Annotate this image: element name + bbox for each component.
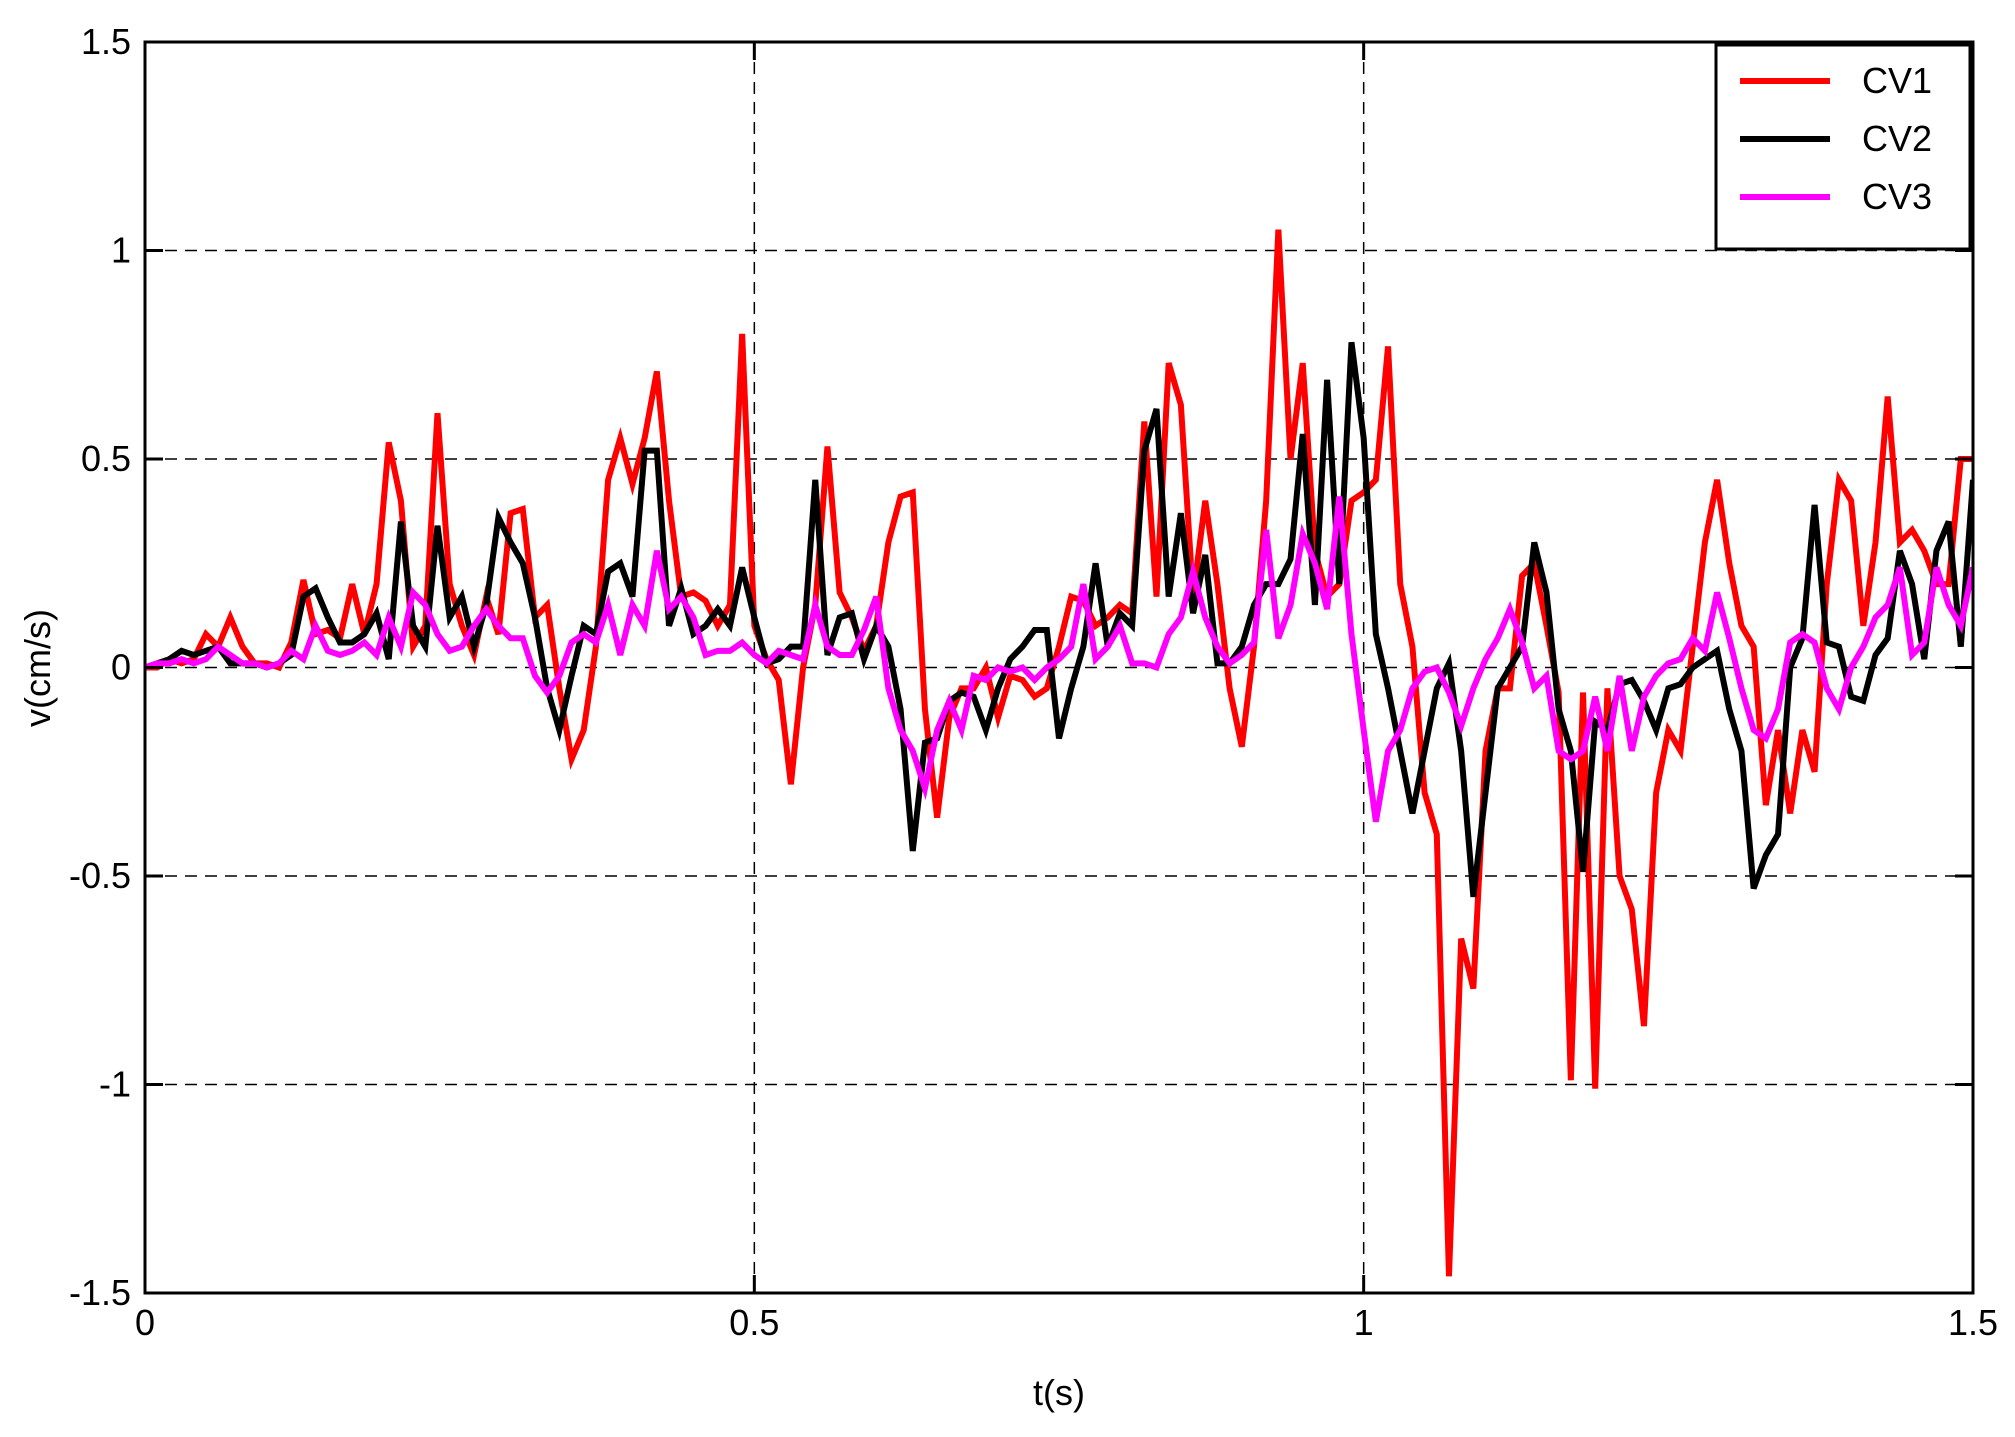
y-tick-label: -1 — [99, 1064, 131, 1105]
y-tick-label: 1 — [111, 230, 131, 271]
series-line — [145, 229, 1973, 1277]
legend-label: CV2 — [1862, 118, 1932, 159]
series-line — [145, 496, 1973, 823]
x-tick-label: 1.5 — [1948, 1302, 1998, 1343]
series-line — [145, 341, 1973, 898]
y-tick-label: -0.5 — [69, 855, 131, 896]
y-tick-label: 0.5 — [81, 438, 131, 479]
x-tick-label: 0.5 — [729, 1302, 779, 1343]
y-axis-label: v(cm/s) — [17, 609, 58, 727]
x-tick-label: 1 — [1354, 1302, 1374, 1343]
y-tick-label: -1.5 — [69, 1272, 131, 1313]
legend: CV1 CV2 CV3 — [1714, 43, 1972, 251]
ticks: 0 0.5 1 1.5 -1.5 -1 -0.5 0 0.5 1 1.5 — [69, 21, 1998, 1343]
plot-lines — [145, 229, 1973, 1277]
y-tick-label: 1.5 — [81, 21, 131, 62]
x-axis-label: t(s) — [1033, 1372, 1085, 1413]
legend-label: CV3 — [1862, 176, 1932, 217]
x-tick-label: 0 — [135, 1302, 155, 1343]
legend-label: CV1 — [1862, 60, 1932, 101]
y-tick-label: 0 — [111, 647, 131, 688]
